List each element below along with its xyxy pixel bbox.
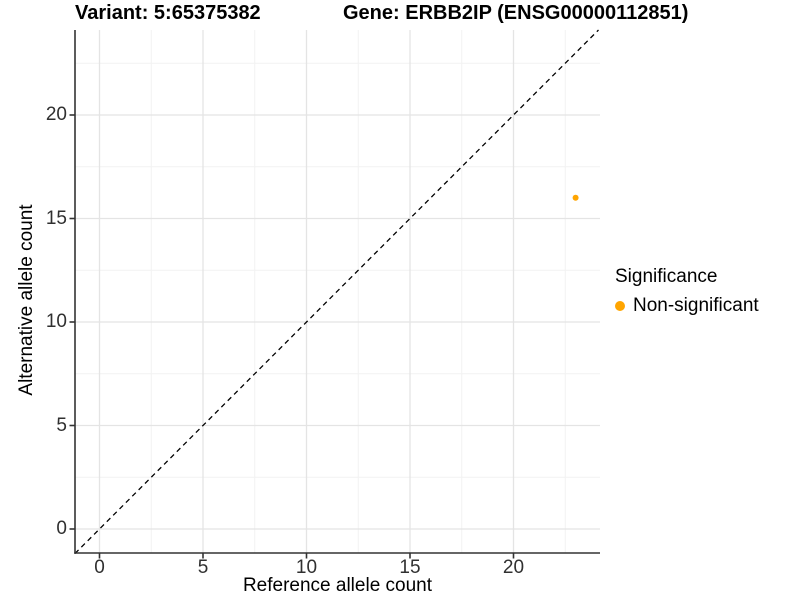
legend-title: Significance [615, 266, 718, 287]
data-point[interactable] [572, 194, 579, 201]
x-tick-label: 20 [502, 557, 525, 578]
legend-point-icon [615, 301, 625, 311]
x-tick-label: 10 [295, 557, 318, 578]
x-axis-title: Reference allele count [242, 575, 433, 596]
variant-title: Variant: 5:65375382 [75, 2, 261, 24]
gene-title: Gene: ERBB2IP (ENSG00000112851) [343, 2, 689, 24]
x-tick-label: 15 [399, 557, 421, 578]
y-tick-label: 0 [56, 518, 67, 539]
legend-item: Non-significant [615, 295, 759, 317]
x-tick-label: 5 [197, 557, 209, 578]
legend: Significance Non-significant [615, 266, 759, 317]
y-axis-title: Alternative allele count [16, 204, 37, 396]
y-tick-label: 20 [45, 104, 67, 125]
y-tick-label: 15 [45, 207, 67, 229]
y-tick-label: 10 [45, 311, 67, 332]
legend-item-label: Non-significant [633, 295, 759, 316]
x-tick-label: 0 [94, 557, 105, 578]
identity-dashed-line [74, 29, 599, 554]
y-tick-label: 5 [56, 414, 67, 436]
